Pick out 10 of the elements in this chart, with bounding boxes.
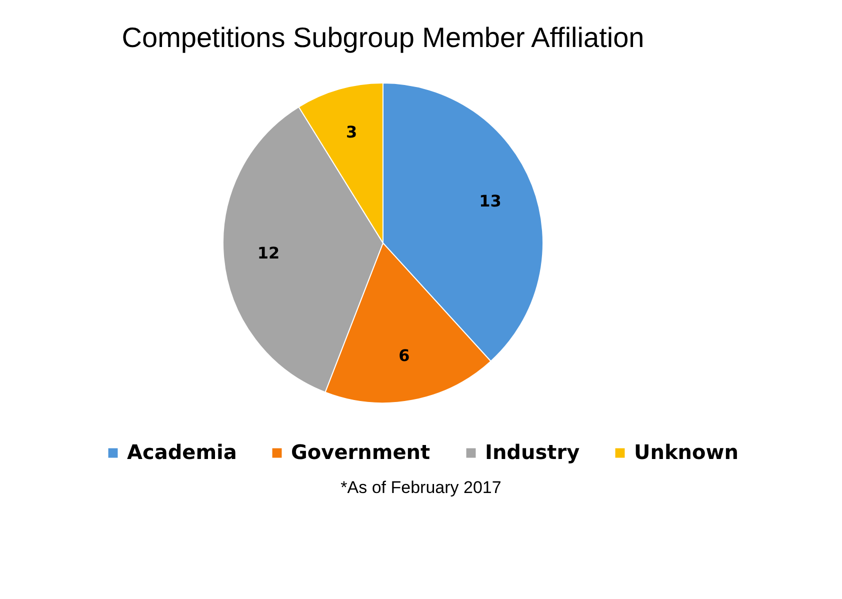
data-label: 13 (479, 191, 502, 210)
data-label: 6 (398, 346, 410, 366)
chart-title: Competitions Subgroup Member Affiliation (122, 22, 644, 53)
text: *As of February 2017 (340, 478, 502, 498)
legend-label: Academia (127, 440, 237, 464)
data-label: 3 (346, 122, 358, 142)
legend-label: Government (291, 440, 430, 464)
legend-label: Unknown (634, 440, 738, 464)
legend-label: Industry (485, 440, 580, 464)
data-label: 12 (257, 244, 280, 263)
